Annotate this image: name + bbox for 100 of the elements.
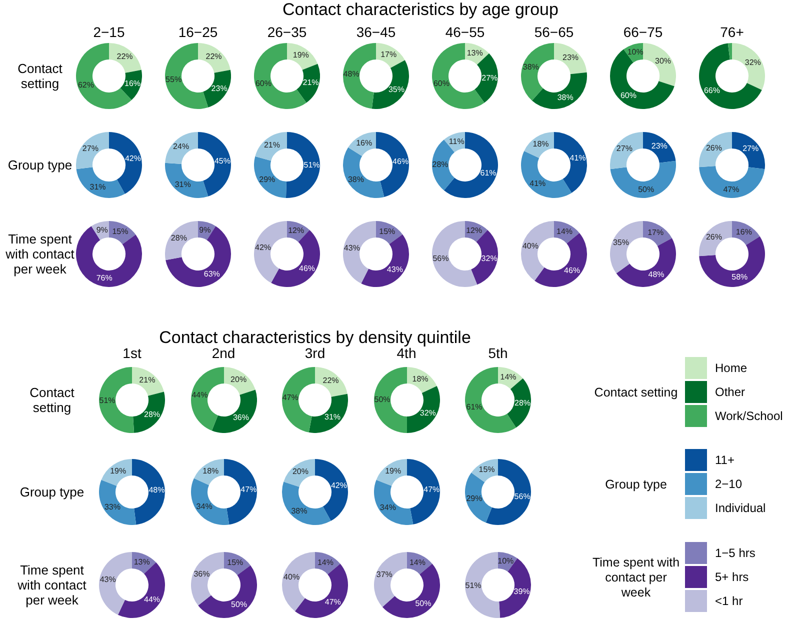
- data-label: 48%: [648, 270, 664, 280]
- chart-title: 2nd: [210, 344, 236, 362]
- data-label: 60%: [620, 91, 636, 100]
- chart-title: 76+: [719, 23, 745, 41]
- data-label: 32%: [744, 58, 761, 67]
- data-label: 37%: [376, 570, 392, 580]
- data-label: 34%: [196, 502, 212, 512]
- data-label: 56%: [432, 254, 449, 263]
- data-label: 15%: [112, 227, 128, 236]
- data-label: 28%: [170, 233, 187, 242]
- data-label: 40%: [522, 242, 538, 251]
- legend-label: Individual: [715, 501, 766, 515]
- data-label: 18%: [202, 466, 218, 476]
- data-label: 12%: [288, 226, 304, 236]
- data-label: 21%: [139, 376, 156, 385]
- data-label: 36%: [193, 569, 210, 578]
- data-label: 44%: [144, 594, 160, 604]
- data-label: 29%: [466, 494, 482, 504]
- data-label: 31%: [324, 412, 341, 422]
- data-label: 24%: [173, 142, 190, 152]
- chart-title: 5th: [488, 345, 508, 361]
- data-label: 26%: [706, 232, 722, 242]
- data-label: 47%: [324, 597, 341, 606]
- data-label: 23%: [211, 84, 228, 93]
- chart-title: 66−75: [622, 23, 664, 41]
- data-label: 15%: [226, 558, 243, 568]
- data-label: 14%: [556, 226, 573, 236]
- data-label: 18%: [532, 139, 549, 148]
- legend-title: Group type: [604, 478, 668, 492]
- data-label: 35%: [388, 85, 404, 94]
- data-label: 51%: [304, 160, 320, 170]
- data-label: 17%: [380, 50, 397, 59]
- data-label: 36%: [232, 413, 248, 422]
- chart-title: 56−65: [533, 23, 575, 41]
- data-label: 21%: [302, 78, 319, 88]
- data-label: 22%: [206, 52, 222, 62]
- data-label: 13%: [134, 557, 150, 566]
- legend-label: Home: [715, 361, 748, 375]
- data-label: 23%: [562, 52, 579, 62]
- data-label: 32%: [419, 408, 436, 418]
- data-label: 42%: [330, 481, 347, 490]
- data-label: 50%: [638, 184, 654, 194]
- data-label: 10%: [627, 48, 644, 57]
- data-label: 58%: [732, 272, 748, 282]
- data-label: 13%: [466, 48, 483, 58]
- data-label: 51%: [99, 396, 116, 405]
- data-label: 18%: [412, 374, 428, 384]
- data-label: 43%: [386, 265, 403, 274]
- data-label: 34%: [379, 502, 396, 512]
- text: Contact characteristics by density quintile: [159, 328, 471, 347]
- text: Group type: [18, 484, 86, 500]
- data-label: 28%: [432, 160, 448, 170]
- legend-label: 5+ hrs: [715, 570, 749, 584]
- data-label: 29%: [259, 174, 276, 184]
- text: Group type: [6, 158, 74, 172]
- data-label: 45%: [214, 156, 230, 166]
- data-label: 10%: [498, 556, 514, 566]
- legend-label: 11+: [715, 453, 734, 467]
- legend-label: 2−10: [715, 477, 742, 491]
- chart-title: 46−55: [444, 23, 486, 41]
- data-label: 33%: [104, 502, 120, 512]
- data-label: 43%: [344, 243, 360, 252]
- data-label: 62%: [78, 80, 94, 90]
- text: Contact setting: [18, 61, 62, 91]
- data-label: 47%: [240, 485, 256, 494]
- data-label: 17%: [648, 228, 664, 237]
- data-label: 22%: [322, 376, 339, 386]
- data-label: 28%: [144, 410, 160, 419]
- data-label: 20%: [230, 375, 246, 384]
- data-label: 46%: [392, 157, 409, 166]
- data-label: 48%: [148, 486, 165, 495]
- data-label: 38%: [557, 93, 574, 102]
- data-label: 60%: [433, 78, 450, 88]
- data-label: 38%: [291, 506, 308, 516]
- data-label: 61%: [466, 402, 482, 412]
- text: Contact setting: [28, 385, 76, 415]
- data-label: 32%: [481, 254, 498, 263]
- legend-label: Other: [715, 385, 746, 399]
- data-label: 20%: [292, 467, 308, 476]
- legend-title: Time spent with contact per week: [591, 556, 681, 600]
- data-label: 31%: [174, 180, 191, 189]
- data-label: 27%: [742, 144, 759, 153]
- data-label: 27%: [482, 74, 498, 83]
- data-label: 16%: [736, 228, 752, 237]
- data-label: 41%: [530, 178, 546, 188]
- data-label: 42%: [255, 243, 272, 252]
- data-label: 60%: [255, 78, 272, 88]
- data-label: 50%: [414, 598, 431, 608]
- data-label: 38%: [348, 174, 364, 184]
- data-label: 76%: [96, 274, 112, 283]
- chart-title: 4th: [396, 345, 418, 362]
- data-label: 35%: [612, 238, 629, 247]
- data-label: 14%: [408, 558, 425, 567]
- data-label: 9%: [199, 225, 211, 234]
- legend-label: Work/School: [715, 409, 783, 423]
- data-label: 30%: [655, 56, 672, 66]
- data-label: 56%: [514, 492, 530, 501]
- data-label: 47%: [723, 184, 740, 194]
- data-label: 47%: [423, 484, 440, 494]
- data-label: 48%: [343, 70, 360, 79]
